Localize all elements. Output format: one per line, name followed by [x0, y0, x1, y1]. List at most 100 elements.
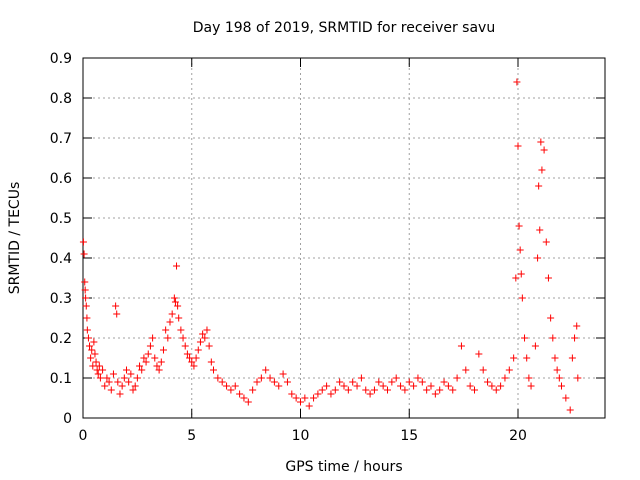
data-point [249, 386, 257, 394]
data-point [362, 386, 370, 394]
data-point [89, 362, 97, 370]
data-point [138, 366, 146, 374]
data-point [462, 366, 470, 374]
data-point [492, 386, 500, 394]
data-point [562, 394, 570, 402]
data-point [471, 386, 478, 394]
data-point [244, 398, 252, 406]
x-axis-label: GPS time / hours [285, 459, 402, 475]
data-point [327, 390, 335, 398]
data-point [120, 374, 128, 382]
data-point [457, 342, 465, 350]
y-tick-label: 0 [63, 411, 72, 427]
data-point [515, 222, 523, 230]
data-point [129, 386, 137, 394]
data-point [159, 346, 167, 354]
data-point [257, 374, 265, 382]
data-point [512, 274, 520, 282]
data-point [535, 182, 543, 190]
y-tick-label: 0.7 [50, 131, 72, 147]
data-point [179, 334, 187, 342]
data-point [310, 394, 318, 402]
data-point [423, 386, 431, 394]
data-point [231, 382, 239, 390]
data-point [488, 382, 496, 390]
data-point [181, 342, 189, 350]
data-point [555, 374, 563, 382]
data-point [151, 354, 159, 362]
data-point [279, 370, 287, 378]
data-point [318, 386, 326, 394]
data-point [414, 374, 422, 382]
data-point [521, 334, 529, 342]
x-tick-label: 20 [509, 428, 527, 444]
data-point [484, 378, 492, 386]
data-point [96, 374, 104, 382]
data-point [192, 354, 200, 362]
data-point [275, 382, 283, 390]
chart-title: Day 198 of 2019, SRMTID for receiver sav… [193, 20, 495, 36]
data-point [283, 378, 291, 386]
data-point [114, 378, 122, 386]
y-tick-label: 0.5 [50, 211, 72, 227]
data-point [107, 386, 115, 394]
data-point [538, 166, 546, 174]
data-point [542, 238, 550, 246]
data-point [80, 250, 88, 258]
data-point [84, 334, 92, 342]
data-point [475, 350, 483, 358]
data-point [83, 326, 91, 334]
data-point [397, 382, 405, 390]
data-point [188, 358, 196, 366]
data-point [566, 406, 574, 414]
data-point [418, 378, 426, 386]
y-tick-label: 0.6 [50, 171, 72, 187]
data-point [81, 278, 89, 286]
data-point [142, 358, 150, 366]
data-point [466, 382, 474, 390]
y-tick-label: 0.9 [50, 51, 72, 67]
data-point [94, 370, 102, 378]
data-point [514, 142, 522, 150]
data-point [444, 382, 452, 390]
data-point [203, 326, 211, 334]
data-point [133, 374, 141, 382]
data-point [516, 246, 524, 254]
data-point [91, 350, 99, 358]
data-point [392, 374, 400, 382]
data-point [336, 378, 344, 386]
data-point [553, 366, 561, 374]
data-point [288, 390, 296, 398]
data-point [340, 382, 348, 390]
data-point [549, 334, 557, 342]
y-axis-label: SRMTID / TECUs [7, 182, 23, 295]
data-point [505, 366, 513, 374]
data-point [370, 386, 378, 394]
data-point [305, 402, 313, 410]
data-point [227, 386, 235, 394]
data-point [146, 342, 154, 350]
data-point [164, 334, 172, 342]
data-point [118, 382, 126, 390]
data-point [196, 338, 204, 346]
data-point [366, 390, 374, 398]
data-point [527, 382, 535, 390]
data-point [81, 286, 89, 294]
data-point [88, 346, 96, 354]
data-point [186, 354, 194, 362]
data-point [205, 342, 213, 350]
data-point [99, 366, 107, 374]
data-point [353, 382, 361, 390]
y-axis: 0 0.1 0.2 0.3 0.4 0.5 0.6 0.7 0.8 0.9 [50, 51, 605, 427]
x-tick-label: 5 [187, 428, 196, 444]
data-point [173, 262, 181, 270]
data-point [453, 374, 461, 382]
data-point [523, 354, 531, 362]
data-point [236, 390, 244, 398]
data-point [262, 366, 270, 374]
data-point [568, 354, 576, 362]
data-point [574, 374, 582, 382]
data-point [103, 374, 111, 382]
data-point [87, 354, 95, 362]
data-point [113, 310, 121, 318]
